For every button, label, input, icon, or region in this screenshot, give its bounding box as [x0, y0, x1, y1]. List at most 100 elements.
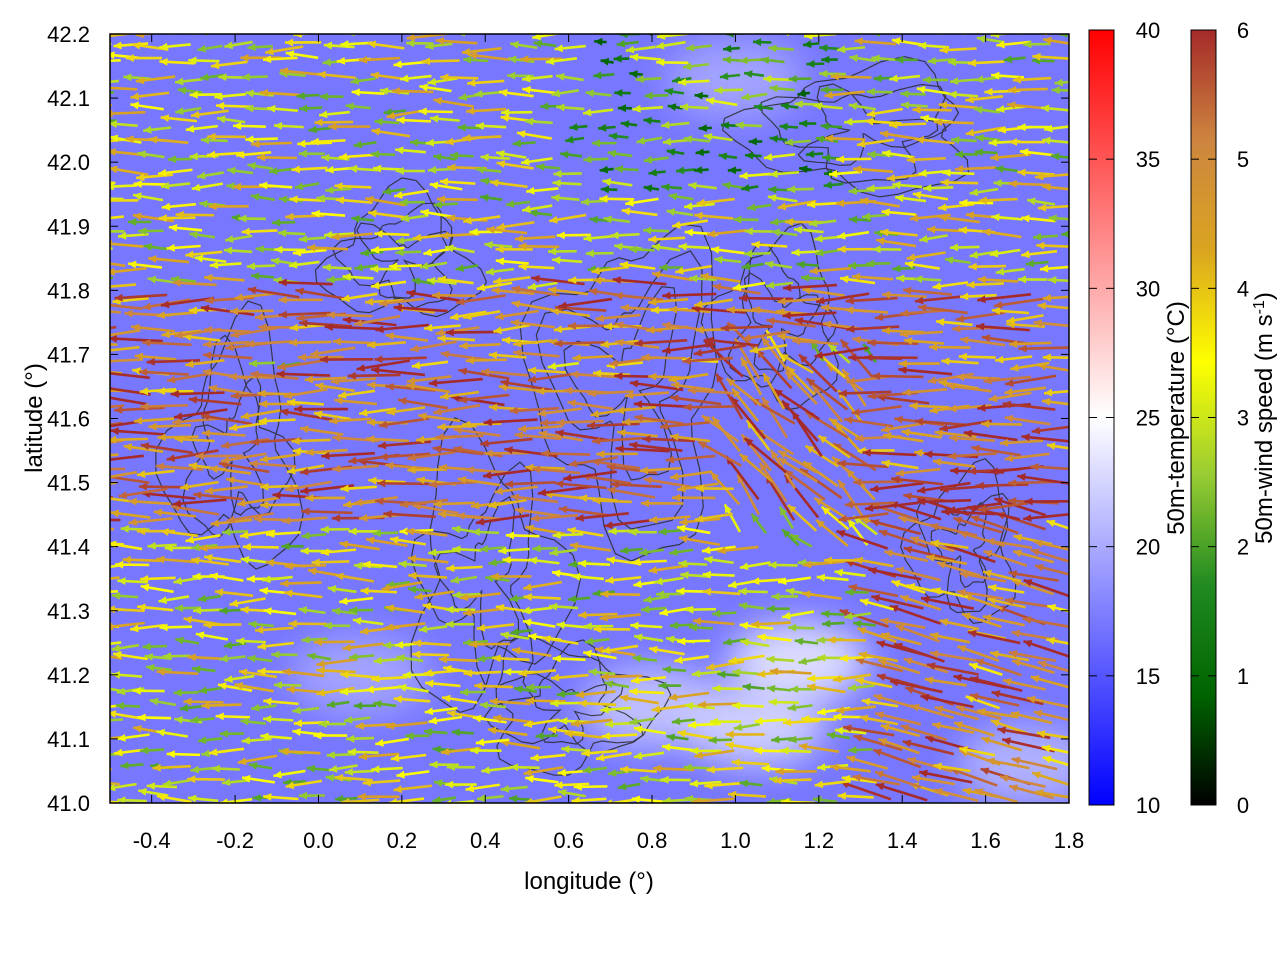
wind-vector — [977, 501, 1029, 512]
wind-arrowhead — [782, 611, 791, 620]
wind-arrowhead — [399, 500, 409, 509]
wind-arrowhead — [959, 570, 969, 579]
wind-arrowhead — [870, 484, 879, 493]
wind-arrowhead — [999, 438, 1009, 447]
wind-vector — [916, 481, 971, 493]
wind-arrowhead — [399, 74, 409, 83]
wind-arrowhead — [990, 650, 999, 659]
wind-arrowhead — [113, 651, 122, 659]
wind-arrowhead — [353, 319, 363, 327]
wind-vector — [475, 513, 530, 525]
wind-arrowhead — [152, 763, 161, 772]
wind-arrowhead — [321, 451, 330, 460]
wind-vector — [1034, 564, 1069, 576]
wind-arrowhead — [257, 667, 266, 676]
wind-arrowhead — [947, 58, 957, 67]
wind-arrowhead — [662, 346, 671, 355]
wind-arrowhead — [432, 745, 441, 754]
wind-arrowhead — [836, 530, 846, 538]
wind-arrowhead — [185, 535, 195, 544]
wind-arrowhead — [370, 71, 380, 80]
wind-arrowhead — [554, 44, 564, 53]
wind-arrowhead — [759, 462, 768, 472]
wind-arrowhead — [634, 339, 643, 347]
wind-vector — [1030, 465, 1069, 471]
wind-arrowhead — [90, 275, 98, 283]
wind-arrowhead — [827, 636, 836, 644]
wind-vector — [798, 353, 838, 393]
wind-arrowhead — [853, 165, 862, 174]
wind-arrowhead — [389, 536, 399, 544]
wind-arrowhead — [1038, 660, 1047, 669]
x-axis: -0.4 -0.2 0.0 0.2 0.4 0.6 0.8 1.0 1.2 1.4 1.6 1.8 — [133, 34, 1084, 853]
wind-arrowhead — [722, 55, 732, 64]
wind-arrowhead — [525, 524, 535, 533]
wind-arrowhead — [927, 225, 936, 234]
wind-arrowhead — [306, 764, 316, 773]
wind-arrowhead — [552, 654, 561, 663]
wind-arrowhead — [300, 486, 309, 495]
wind-arrowhead — [834, 726, 844, 735]
wind-arrowhead — [94, 118, 102, 126]
wind-vector — [199, 31, 222, 32]
wind-arrowhead — [919, 769, 928, 778]
wind-arrowhead — [500, 784, 510, 793]
wind-arrowhead — [381, 584, 391, 592]
wind-arrowhead — [948, 452, 957, 460]
wind-arrowhead — [263, 793, 272, 801]
wind-vector — [110, 420, 141, 428]
wind-arrowhead — [394, 191, 403, 199]
wind-arrowhead — [207, 132, 216, 141]
wind-vector — [110, 687, 122, 693]
wind-arrowhead — [604, 521, 613, 529]
wind-arrowhead — [600, 672, 609, 681]
wind-arrowhead — [114, 406, 123, 414]
wind-arrowhead — [963, 429, 973, 438]
wind-arrowhead — [607, 149, 617, 158]
wind-arrowhead — [1018, 344, 1027, 353]
wind-arrowhead — [552, 256, 561, 265]
wind-arrowhead — [1040, 104, 1050, 113]
wind-arrowhead — [538, 430, 548, 438]
wind-arrowhead — [427, 77, 437, 86]
wind-arrowhead — [1023, 579, 1033, 587]
wind-arrowhead — [174, 435, 184, 444]
wind-arrowhead — [582, 766, 592, 774]
wind-arrowhead — [855, 657, 865, 666]
wind-arrowhead — [870, 519, 880, 527]
wind-arrowhead — [664, 87, 674, 96]
wind-arrowhead — [861, 212, 871, 221]
wind-arrowhead — [854, 37, 863, 46]
wind-arrowhead — [324, 323, 333, 331]
wind-arrowhead — [980, 767, 990, 775]
wind-vector — [872, 748, 922, 769]
wind-arrowhead — [426, 277, 436, 285]
wind-arrowhead — [122, 555, 131, 564]
wind-arrowhead — [80, 577, 88, 585]
wind-arrowhead — [509, 406, 518, 415]
wind-arrowhead — [994, 300, 1003, 309]
wind-arrowhead — [687, 386, 697, 395]
wind-vector — [1002, 402, 1056, 411]
wind-arrowhead — [292, 728, 301, 736]
wind-arrowhead — [698, 124, 707, 133]
wind-arrowhead — [600, 57, 610, 66]
wind-arrowhead — [692, 617, 702, 626]
wind-arrowhead — [98, 384, 107, 392]
wind-arrowhead — [712, 609, 721, 618]
wind-arrowhead — [288, 260, 298, 269]
wind-arrowhead — [172, 278, 181, 287]
wind-arrowhead — [725, 741, 734, 750]
contour-line — [410, 417, 582, 714]
wind-vector — [110, 358, 144, 363]
wind-arrowhead — [319, 355, 328, 364]
wind-arrowhead — [222, 528, 231, 536]
wind-arrowhead — [839, 654, 848, 663]
wind-vector — [110, 86, 138, 91]
wind-arrowhead — [861, 697, 871, 706]
wind-arrowhead — [251, 703, 260, 712]
wind-arrowhead — [143, 243, 153, 251]
x-tick-label: 1.0 — [720, 828, 751, 853]
wind-arrowhead — [90, 457, 98, 465]
wind-arrowhead — [551, 569, 561, 578]
